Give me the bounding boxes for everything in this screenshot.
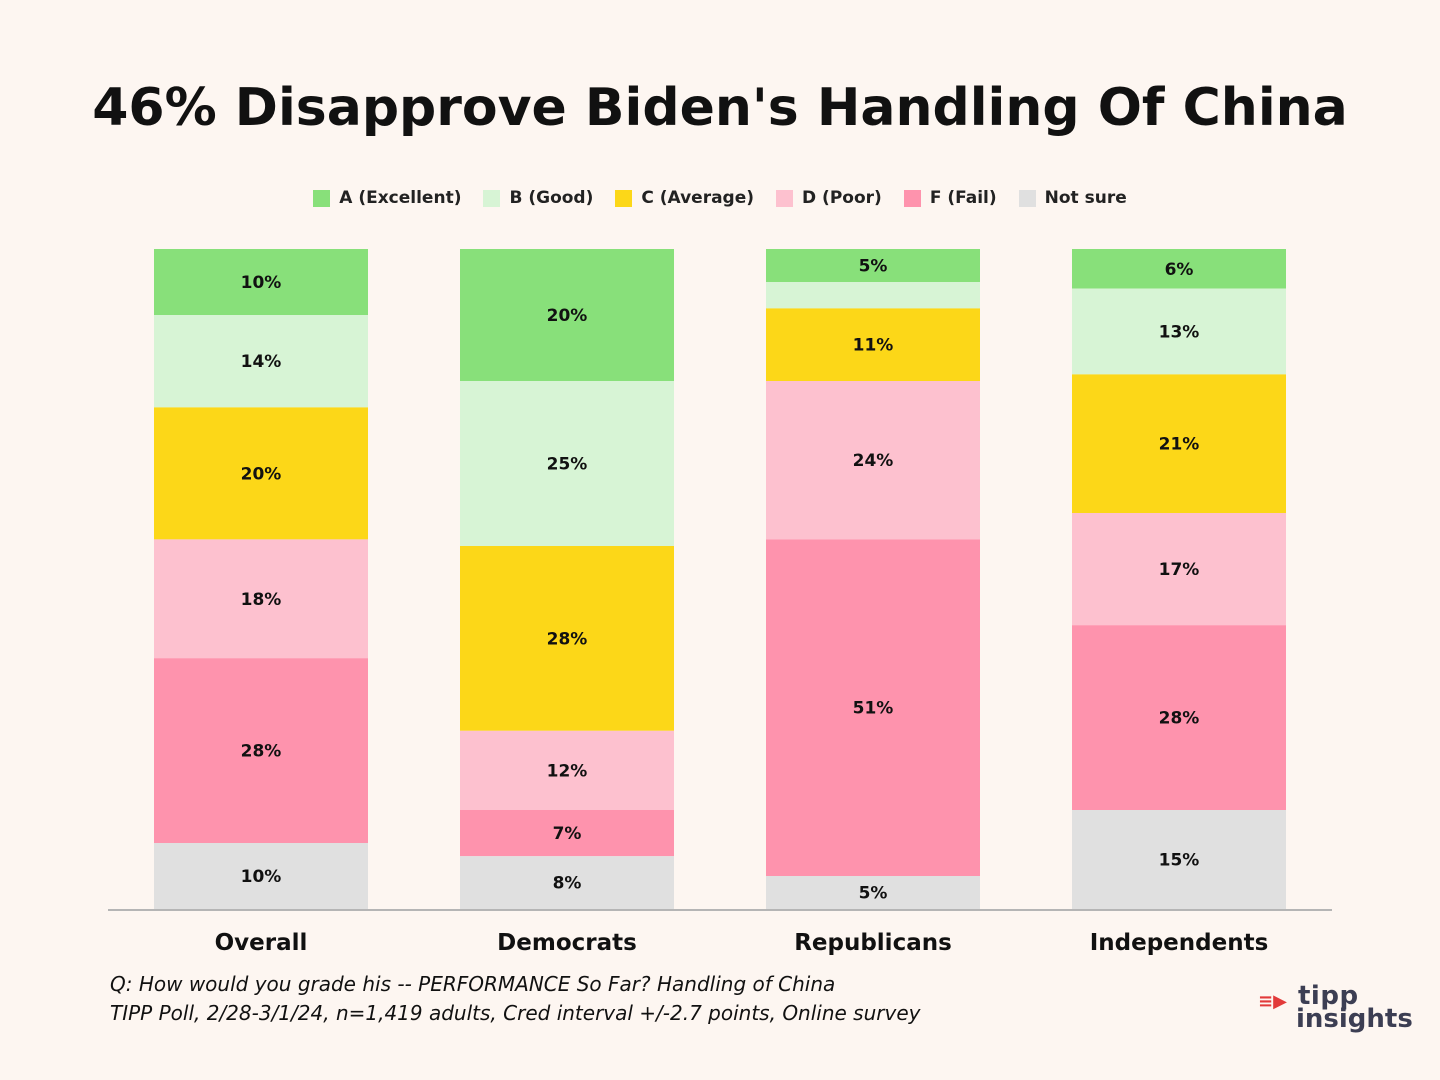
data-label: 15%	[1159, 851, 1200, 871]
data-label: 10%	[241, 867, 282, 887]
bar-segment	[766, 249, 980, 282]
legend-item: F (Fail)	[903, 188, 997, 208]
bar-segment	[460, 810, 674, 857]
bar-segment	[766, 539, 980, 876]
bar-segment	[1072, 374, 1286, 513]
data-label: 28%	[1159, 709, 1200, 729]
bar-segment	[766, 876, 980, 909]
bar-segment	[460, 730, 674, 810]
bar-segment	[154, 658, 368, 843]
legend-item: B (Good)	[483, 188, 593, 208]
legend-swatch	[776, 189, 794, 207]
data-label: 8%	[553, 874, 582, 894]
bar-segment	[460, 856, 674, 909]
legend-swatch	[1018, 189, 1036, 207]
legend-label: Not sure	[1044, 188, 1127, 208]
data-label: 24%	[853, 451, 894, 471]
legend-item: C (Average)	[615, 188, 754, 208]
logo-arrow-icon: ≡▶	[1258, 991, 1287, 1012]
legend-label: A (Excellent)	[339, 188, 462, 208]
category-label: Overall	[215, 930, 308, 956]
data-label: 10%	[241, 273, 282, 293]
bar-segment	[766, 282, 980, 309]
data-label: 13%	[1159, 323, 1200, 343]
legend-swatch	[903, 189, 921, 207]
bar-segment	[460, 249, 674, 381]
chart-legend: A (Excellent) B (Good) C (Average) D (Poor)…	[0, 188, 1440, 208]
footnote-source: TIPP Poll, 2/28-3/1/24, n=1,419 adults, …	[110, 1001, 921, 1025]
data-label: 11%	[853, 336, 894, 356]
bar-segment	[460, 546, 674, 731]
data-label: 28%	[547, 629, 588, 649]
legend-label: B (Good)	[509, 188, 594, 208]
data-label: 6%	[1165, 260, 1194, 280]
chart-title: 46% Disapprove Biden's Handling Of China	[92, 78, 1348, 138]
data-label: 7%	[553, 824, 582, 844]
bar-segment	[154, 249, 368, 315]
tipp-insights-logo: ≡▶ tipp insights	[1258, 981, 1418, 1037]
logo-text-tipp: tipp	[1298, 981, 1359, 1011]
data-label: 14%	[241, 352, 282, 372]
data-label: 12%	[547, 761, 588, 781]
bar-segment	[1072, 288, 1286, 375]
footnote: Q: How would you grade his -- PERFORMANC…	[110, 970, 920, 1028]
bar-segment	[1072, 625, 1286, 810]
data-label: 20%	[241, 464, 282, 484]
category-label: Republicans	[794, 930, 952, 956]
legend-label: C (Average)	[641, 188, 755, 208]
data-label: 5%	[859, 257, 888, 277]
bar-segment	[460, 381, 674, 546]
bar-segment	[154, 315, 368, 408]
bar-segment	[766, 308, 980, 381]
bar-segment	[154, 843, 368, 909]
bar-segment	[1072, 249, 1286, 289]
legend-swatch	[615, 189, 633, 207]
data-label: 51%	[853, 699, 894, 719]
legend-item: A (Excellent)	[313, 188, 461, 208]
category-label: Independents	[1090, 930, 1269, 956]
logo-text-insights: insights	[1296, 1004, 1413, 1034]
legend-swatch	[313, 189, 331, 207]
data-label: 20%	[547, 306, 588, 326]
footnote-question: Q: How would you grade his -- PERFORMANC…	[110, 972, 836, 996]
legend-swatch	[483, 189, 501, 207]
bar-segment	[766, 381, 980, 540]
bar-segment	[154, 539, 368, 659]
data-label: 5%	[859, 884, 888, 904]
data-label: 18%	[241, 590, 282, 610]
legend-item: Not sure	[1018, 188, 1127, 208]
category-label: Democrats	[497, 930, 637, 956]
bar-segment	[1072, 810, 1286, 909]
legend-label: D (Poor)	[802, 188, 882, 208]
data-label: 17%	[1159, 560, 1200, 580]
legend-item: D (Poor)	[776, 188, 882, 208]
data-label: 21%	[1159, 435, 1200, 455]
bar-segment	[154, 407, 368, 540]
bar-segment	[1072, 513, 1286, 626]
data-label: 28%	[241, 742, 282, 762]
legend-label: F (Fail)	[929, 188, 997, 208]
data-label: 25%	[547, 455, 588, 475]
